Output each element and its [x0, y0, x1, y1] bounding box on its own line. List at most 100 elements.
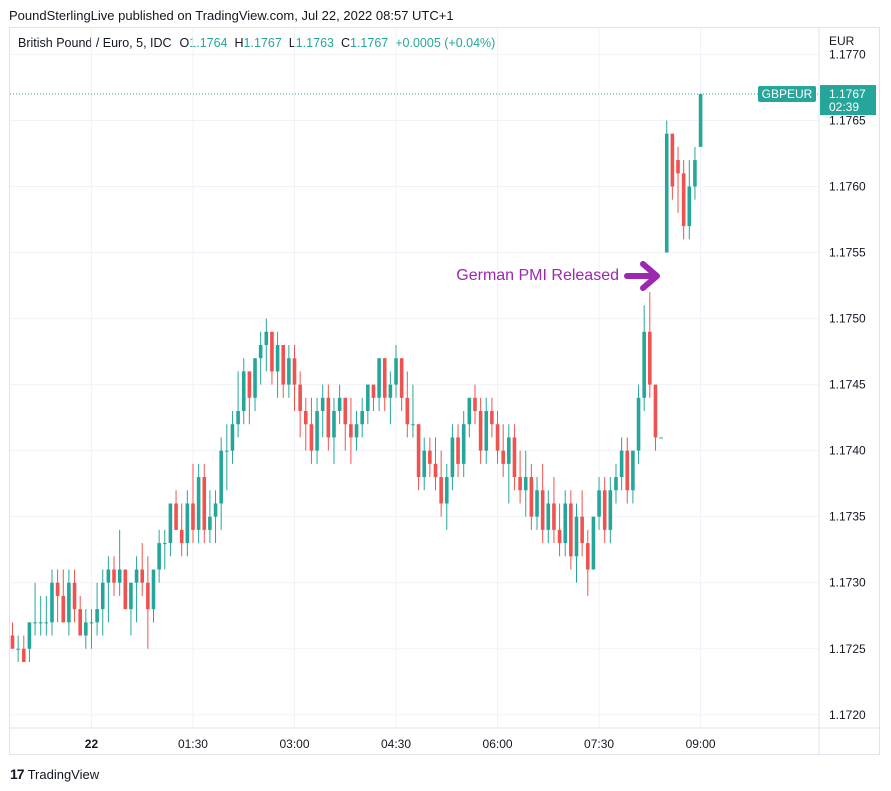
- candle-body: [320, 397, 325, 412]
- tradingview-logo-icon: 17: [10, 766, 25, 782]
- candle-body: [693, 160, 697, 187]
- y-tick-label: 1.1765: [829, 113, 866, 127]
- candle-body: [574, 516, 579, 557]
- y-tick-label: 1.1720: [829, 708, 866, 722]
- candle-body: [490, 411, 494, 425]
- candle-body: [411, 424, 415, 426]
- y-tick-label: 1.1740: [829, 444, 866, 458]
- candle-body: [631, 450, 635, 491]
- legend-high-value: 1.1767: [243, 36, 282, 50]
- candle-body: [399, 358, 404, 398]
- candle-body: [585, 543, 590, 570]
- candle-body: [619, 450, 624, 478]
- candle-body: [681, 173, 686, 227]
- candle-body: [349, 424, 353, 438]
- candle-body: [38, 622, 43, 624]
- candle-body: [123, 569, 128, 610]
- legend-low-value: 1.1763: [295, 36, 334, 50]
- annotation-text: German PMI Released: [456, 267, 619, 284]
- candle-body: [614, 477, 618, 491]
- price-badge: [820, 85, 876, 116]
- candle-body: [241, 371, 246, 412]
- candle-body: [157, 543, 161, 570]
- candle-body: [687, 186, 692, 227]
- candle-body: [72, 582, 77, 610]
- candle-body: [597, 490, 601, 517]
- candle-body: [444, 477, 449, 504]
- candle-body: [264, 331, 269, 345]
- candle-body: [326, 397, 331, 438]
- candle-body: [580, 516, 584, 544]
- candle-body: [648, 331, 652, 385]
- candle-body: [484, 411, 489, 451]
- candle-body: [191, 503, 195, 530]
- publish-info: PoundSterlingLive published on TradingVi…: [9, 8, 454, 23]
- candle-body: [388, 384, 393, 398]
- legend-open-value: 1.1764: [189, 36, 228, 50]
- candle-body: [10, 635, 15, 649]
- candle-body: [55, 582, 60, 596]
- y-tick-label: 1.1770: [829, 47, 866, 61]
- candle-body: [61, 595, 66, 623]
- candle-body: [557, 529, 562, 544]
- price-badge-value: 1.1767: [829, 87, 866, 101]
- candle-body: [377, 358, 381, 398]
- price-axis-currency: EUR: [829, 34, 855, 48]
- candle-body: [281, 344, 286, 385]
- y-tick-label: 1.1745: [829, 378, 866, 392]
- candle-body: [360, 411, 364, 425]
- candle-body: [670, 133, 675, 187]
- candle-body: [44, 622, 49, 624]
- candle-body: [512, 437, 517, 478]
- candle-body: [523, 477, 528, 491]
- candle-body: [467, 397, 472, 425]
- candle-body: [473, 397, 477, 412]
- candle-body: [213, 503, 218, 517]
- symbol-badge-text: GBPEUR: [762, 87, 813, 101]
- candle-body: [298, 384, 302, 412]
- candle-body: [535, 490, 539, 517]
- candle-body: [659, 437, 663, 439]
- legend-open-label: O: [179, 36, 190, 50]
- footer-branding: 17 TradingView: [10, 766, 99, 782]
- candle-body: [563, 503, 568, 544]
- candle-body: [253, 358, 257, 398]
- candle-body: [287, 358, 291, 385]
- y-tick-label: 1.1735: [829, 510, 866, 524]
- candle-body: [292, 358, 297, 385]
- candle-body: [100, 582, 105, 610]
- candle-body: [27, 622, 32, 649]
- candle-body: [332, 411, 336, 438]
- candle-body: [422, 450, 427, 478]
- candle-body: [461, 424, 466, 464]
- candle-body: [168, 503, 173, 544]
- candle-body: [309, 424, 314, 451]
- candle-body: [16, 648, 20, 650]
- candle-body: [146, 582, 150, 610]
- candle-body: [602, 490, 607, 530]
- candle-body: [33, 622, 37, 624]
- candle-body: [140, 569, 145, 583]
- candle-body: [315, 411, 319, 451]
- y-tick-label: 1.1760: [829, 179, 866, 193]
- legend-symbol[interactable]: British Pound / Euro, 5, IDC: [18, 36, 172, 50]
- candle-body: [540, 490, 545, 530]
- candle-body: [202, 477, 207, 530]
- candle-body: [236, 411, 240, 425]
- candle-body: [247, 371, 252, 398]
- x-tick-label: 09:00: [686, 737, 716, 751]
- candle-body: [478, 411, 483, 451]
- candle-body: [382, 358, 387, 398]
- candle-body: [428, 450, 432, 464]
- candle-body: [50, 582, 54, 623]
- x-tick-label: 22: [85, 737, 99, 751]
- candle-body: [366, 384, 370, 412]
- candle-body: [371, 384, 376, 398]
- candle-body: [507, 437, 511, 464]
- candle-body: [676, 160, 680, 174]
- candle-body: [208, 516, 212, 530]
- candle-body: [84, 622, 88, 636]
- y-tick-label: 1.1750: [829, 312, 866, 326]
- candle-body: [219, 450, 223, 504]
